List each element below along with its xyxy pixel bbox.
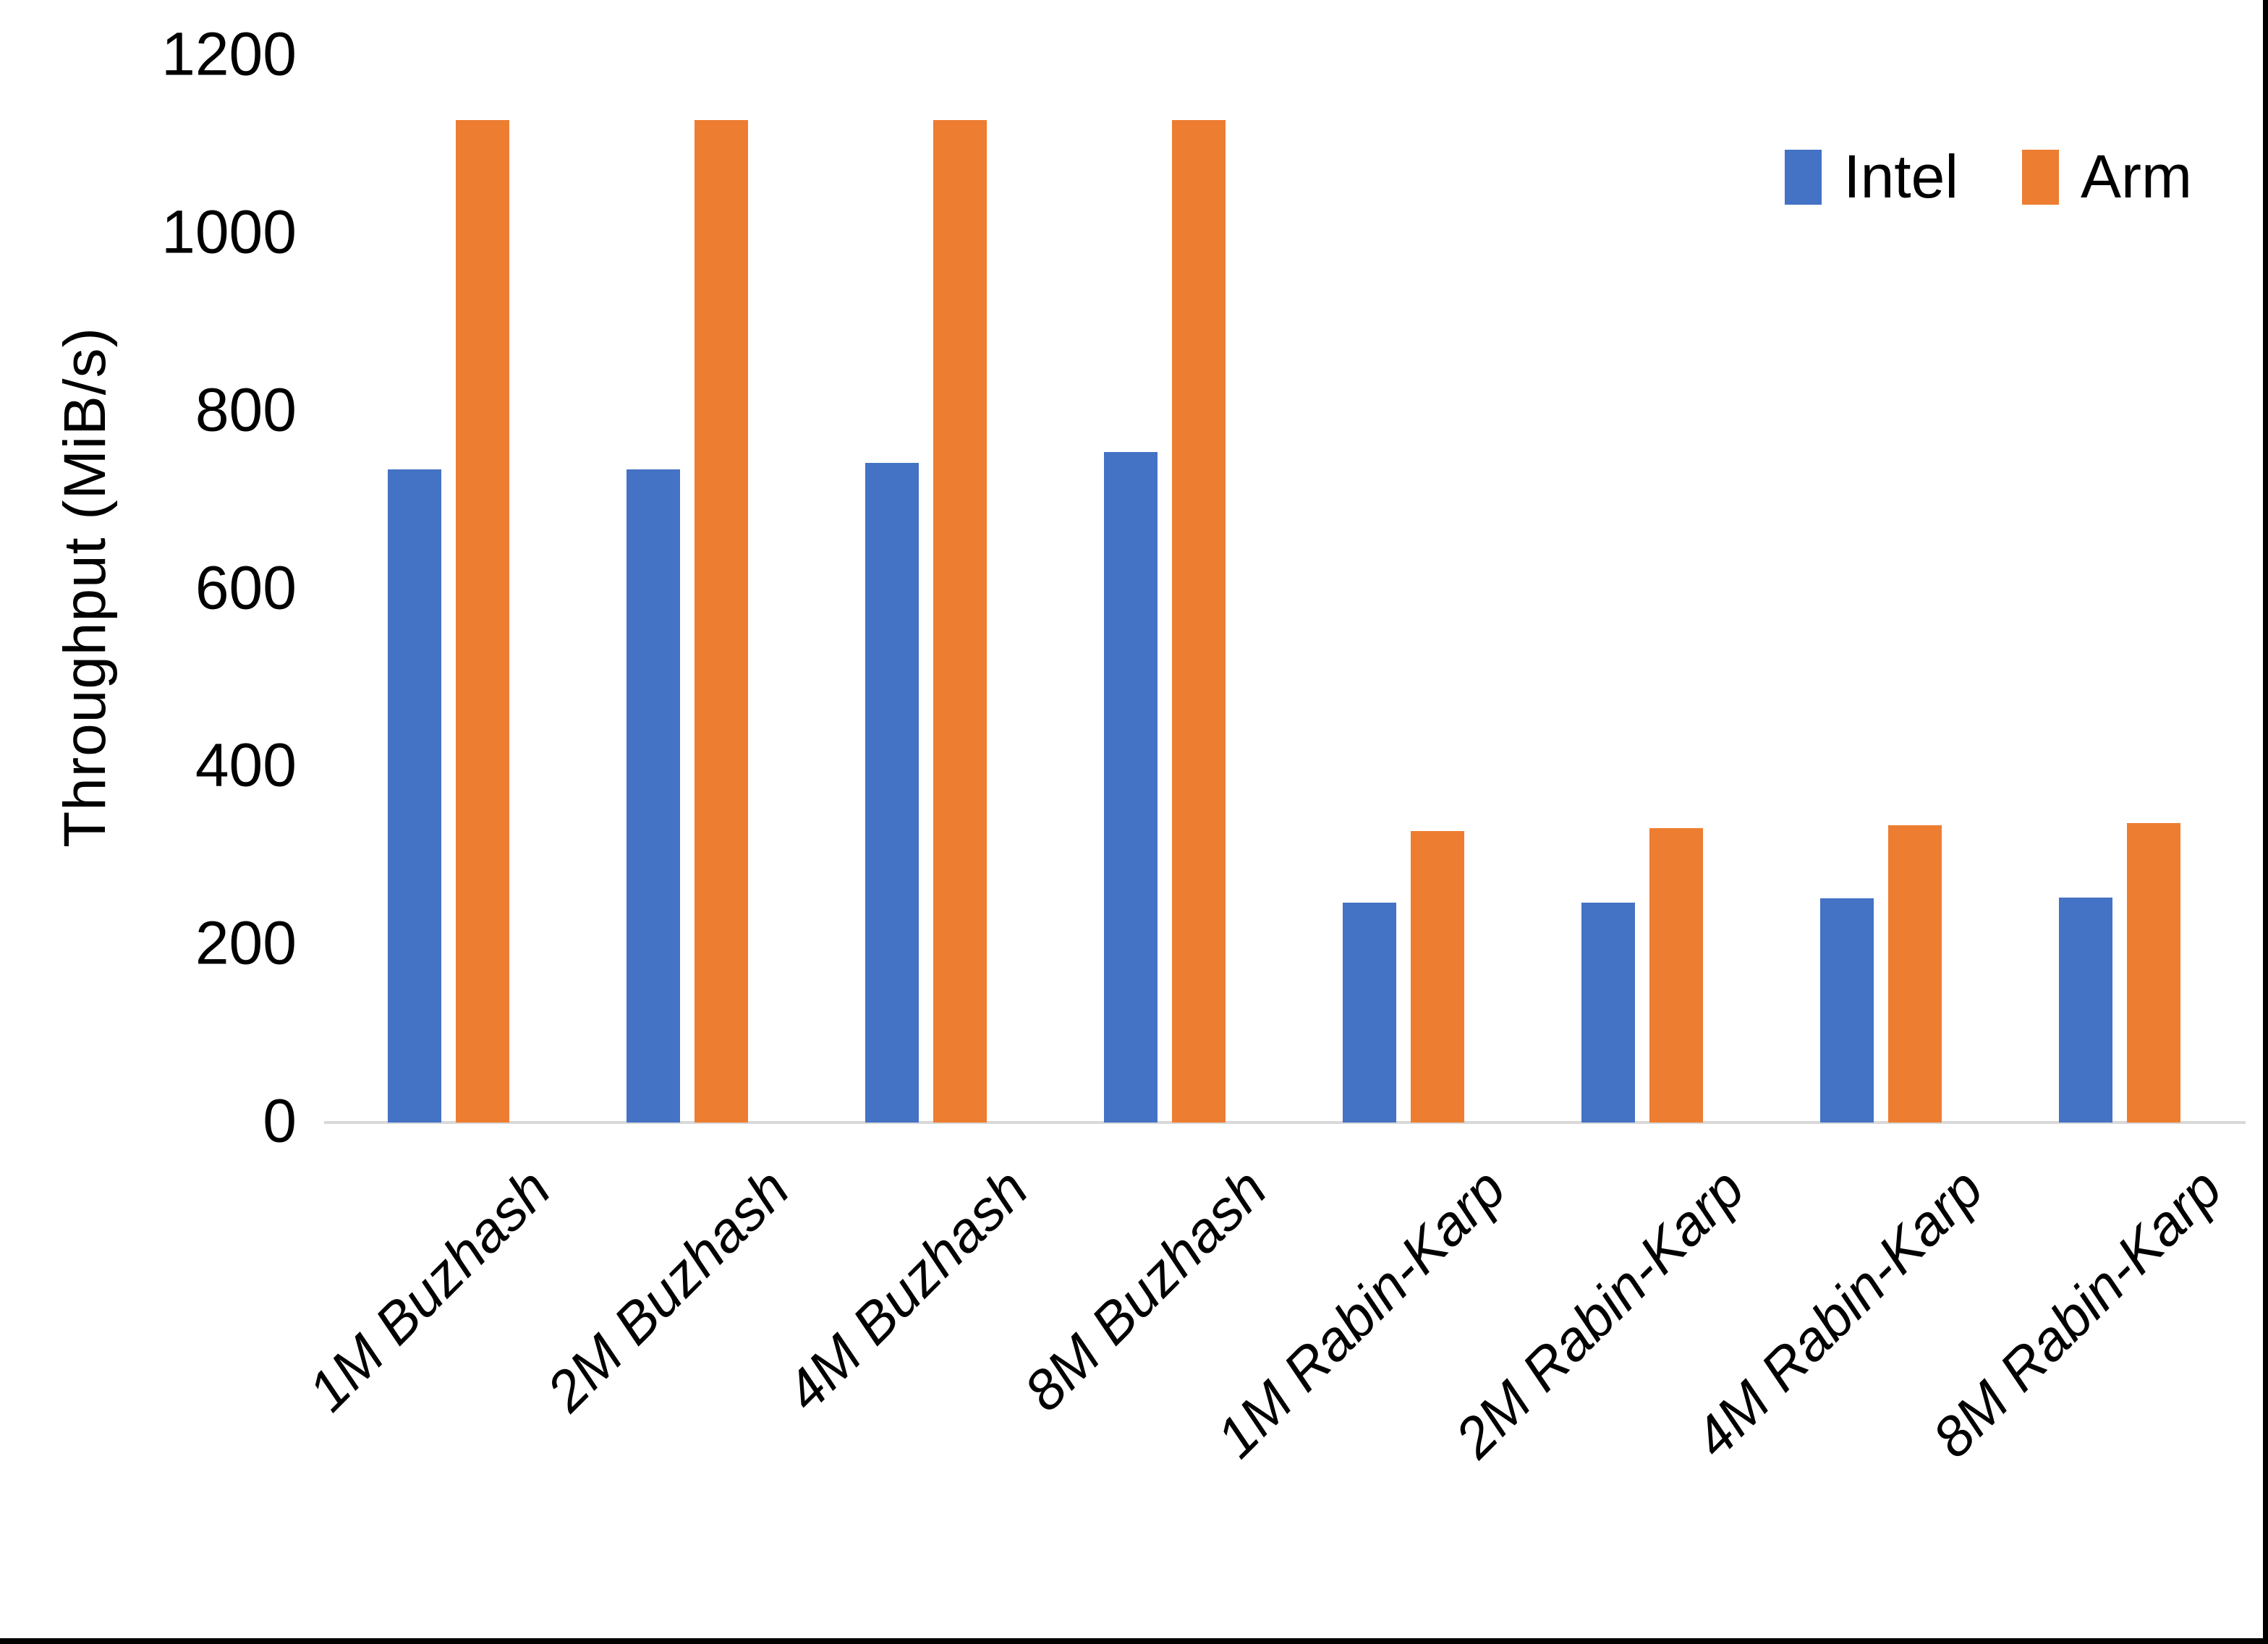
bar-arm-1m-rabin-karp <box>1411 830 1464 1123</box>
y-tick-label-1000: 1000 <box>161 197 297 266</box>
category-group-4m-buzhash <box>807 56 1045 1123</box>
bar-intel-8m-rabin-karp <box>2059 898 2112 1123</box>
bar-intel-4m-buzhash <box>865 462 919 1123</box>
category-group-8m-rabin-karp <box>2000 56 2239 1123</box>
x-label-1m-buzhash: 1M Buzhash <box>296 1156 563 1423</box>
x-label-8m-buzhash: 8M Buzhash <box>1012 1156 1279 1423</box>
legend-label-arm: Arm <box>2081 142 2192 210</box>
bar-arm-8m-buzhash <box>1172 119 1226 1123</box>
category-group-2m-rabin-karp <box>1523 56 1762 1123</box>
y-tick-label-600: 600 <box>195 553 297 622</box>
bar-intel-8m-buzhash <box>1104 452 1158 1123</box>
bar-intel-1m-rabin-karp <box>1343 903 1396 1123</box>
x-axis-line <box>324 1121 2246 1124</box>
category-group-1m-rabin-karp <box>1284 56 1523 1123</box>
y-tick-label-0: 0 <box>263 1086 297 1155</box>
window-border-right <box>2263 0 2268 1644</box>
bar-arm-2m-rabin-karp <box>1649 828 1703 1123</box>
window-border-bottom <box>0 1638 2268 1644</box>
x-label-4m-buzhash: 4M Buzhash <box>773 1156 1040 1423</box>
y-tick-label-1200: 1200 <box>161 20 297 88</box>
bar-arm-4m-buzhash <box>933 119 987 1123</box>
bar-intel-2m-rabin-karp <box>1581 903 1635 1123</box>
legend-item-intel: Intel <box>1785 142 1958 212</box>
y-axis-title: Throughput (MiB/s) <box>52 327 118 848</box>
category-group-1m-buzhash <box>329 56 568 1123</box>
bar-arm-4m-rabin-karp <box>1888 825 1942 1123</box>
legend-label-intel: Intel <box>1843 142 1959 210</box>
legend-swatch-intel <box>1785 149 1822 205</box>
bar-arm-8m-rabin-karp <box>2127 822 2180 1123</box>
y-tick-label-800: 800 <box>195 375 297 444</box>
x-label-2m-buzhash: 2M Buzhash <box>535 1156 802 1423</box>
legend-item-arm: Arm <box>2022 142 2192 212</box>
plot-area <box>329 56 2239 1123</box>
bar-arm-1m-buzhash <box>456 119 509 1123</box>
category-group-2m-buzhash <box>568 56 807 1123</box>
category-group-4m-rabin-karp <box>1762 56 2000 1123</box>
bar-arm-2m-buzhash <box>695 119 748 1123</box>
legend: Intel Arm <box>1785 142 2192 212</box>
bar-intel-1m-buzhash <box>388 469 441 1123</box>
legend-swatch-arm <box>2022 149 2060 205</box>
bar-intel-4m-rabin-karp <box>1820 898 1874 1123</box>
bar-intel-2m-buzhash <box>627 469 680 1123</box>
y-tick-label-200: 200 <box>195 908 297 977</box>
y-tick-label-400: 400 <box>195 731 297 799</box>
category-group-8m-buzhash <box>1045 56 1284 1123</box>
